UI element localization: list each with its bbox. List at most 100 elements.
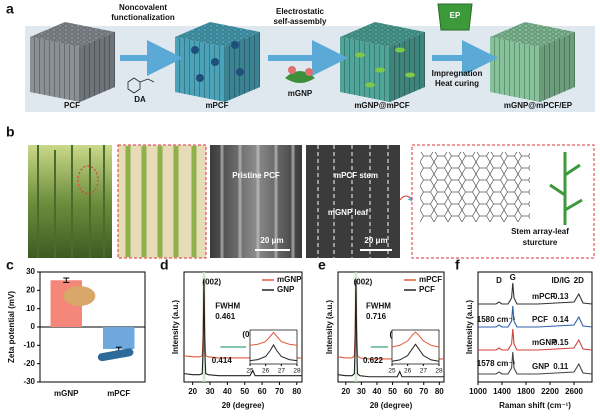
y-tick-label: -20: [23, 359, 35, 368]
step: functionalization: [111, 13, 175, 22]
series-line: [478, 282, 593, 305]
y-tick-label: -30: [23, 377, 35, 386]
annotation: 0.461: [215, 312, 236, 321]
panel-label: b: [6, 124, 15, 140]
x-tick-label: 1000: [469, 387, 487, 396]
x-axis-label: 2θ (degree): [370, 401, 413, 410]
x-tick-label: 2600: [565, 387, 583, 396]
x-tick-label: 80: [292, 387, 301, 396]
reagent: EP: [450, 11, 461, 20]
image-title: Pristine PCF: [232, 171, 280, 180]
highlight: [77, 165, 99, 195]
y-axis-label: Intensity (a.u.): [465, 300, 474, 355]
leaf-label: mGNP leaf: [328, 208, 369, 217]
cube-mgnp: [340, 22, 425, 102]
x-tick-label: 20: [188, 387, 197, 396]
leaves: [355, 47, 415, 88]
step: Impregnation: [432, 69, 483, 78]
annotation: 2D: [574, 276, 584, 285]
x-tick-label: 70: [419, 387, 428, 396]
ratio-label: 0.14: [553, 315, 569, 324]
annotation: FWHM: [366, 302, 391, 311]
annotation: FWHM: [215, 302, 240, 311]
series-label: mGNP: [532, 338, 557, 347]
annotation: D: [496, 276, 502, 285]
x-tick-label: 40: [223, 387, 232, 396]
stage-label: mPCF: [205, 101, 228, 110]
x-axis-label: 2θ (degree): [222, 401, 265, 410]
annotation: 0.622: [363, 356, 384, 365]
beaker: [437, 3, 473, 31]
panel-label: c: [6, 257, 14, 273]
y-tick-label: 20: [26, 285, 35, 294]
y-axis-label: Intensity (a.u.): [171, 300, 180, 355]
charts: c Zeta potential (mV) -30 -20 -10 0 10 20 30 mGNP…: [6, 257, 593, 410]
arrow: [399, 195, 414, 203]
inset-line: [391, 331, 440, 348]
inset-tick-label: 25: [246, 368, 254, 375]
y-tick-label: 0: [31, 322, 36, 331]
x-tick-label: mPCF: [107, 389, 130, 398]
inset-tick-label: 27: [278, 368, 286, 375]
legend-label: PCF: [419, 285, 435, 294]
x-tick-label: 50: [388, 387, 397, 396]
ratio-label: 0.13: [553, 292, 569, 301]
x-tick-label: 30: [206, 387, 215, 396]
inset-line: [391, 343, 440, 362]
sem-pristine: [210, 145, 302, 258]
sem-fibers: [220, 145, 295, 258]
annotation: (002): [202, 278, 221, 287]
stem-label: mPCF stem: [334, 171, 378, 180]
frame: [337, 271, 445, 383]
x-tick-label: 80: [435, 387, 444, 396]
series-line: [183, 280, 302, 377]
x-tick-label: 1400: [493, 387, 511, 396]
panel-label: a: [6, 1, 14, 17]
panel-label: d: [160, 257, 169, 273]
inset-frame: [249, 329, 298, 365]
y-tick-label: 10: [26, 304, 35, 313]
inset-tick-label: 26: [262, 368, 270, 375]
x-axis-label: Raman shift (cm⁻¹): [499, 401, 571, 410]
scale-label: 20 μm: [260, 236, 283, 245]
stage-label: PCF: [64, 101, 80, 110]
bamboo-photo: [28, 145, 112, 258]
series-label: PCF: [532, 315, 548, 324]
inset-line: [249, 331, 298, 346]
panel-label: e: [318, 257, 326, 273]
cube-pcf: [30, 22, 115, 102]
step: self-assembly: [274, 17, 327, 26]
annotation: 0.414: [212, 356, 233, 365]
annotation: 1578 cm⁻¹: [477, 359, 516, 368]
charges: [191, 41, 244, 82]
ratio-label: 0.15: [553, 338, 569, 347]
inset-tick-label: 27: [420, 368, 428, 375]
cube-ep: [490, 22, 575, 102]
y-axis-label: Intensity (a.u.): [325, 300, 334, 355]
peak-band: [202, 272, 206, 382]
illustration-stalks: [125, 146, 197, 257]
y-tick-label: 30: [26, 267, 35, 276]
molecule: [127, 77, 155, 94]
ratio-label: 0.11: [553, 362, 569, 371]
inset-tick-label: 26: [404, 368, 412, 375]
bar: [103, 327, 135, 349]
x-tick-label: mGNP: [54, 389, 79, 398]
x-tick-label: 60: [258, 387, 267, 396]
inset-tick-label: 28: [293, 368, 301, 375]
ratio-header: ID/IG: [551, 276, 570, 285]
x-tick-label: 40: [373, 387, 382, 396]
scale-label: 20 μm: [364, 236, 387, 245]
bamboo-icon: [549, 152, 583, 225]
series-line: [478, 351, 593, 375]
stage-label: mGNP@mPCF: [354, 101, 409, 110]
inset-tick-label: 25: [388, 368, 396, 375]
structure-label: Stem array-leaf: [511, 227, 569, 236]
graphene: [420, 152, 530, 222]
annotation: (002): [354, 278, 373, 287]
series-label: mPCF: [532, 292, 555, 301]
x-tick-label: 2200: [541, 387, 559, 396]
frame: [183, 271, 303, 383]
inset-frame: [391, 329, 440, 365]
